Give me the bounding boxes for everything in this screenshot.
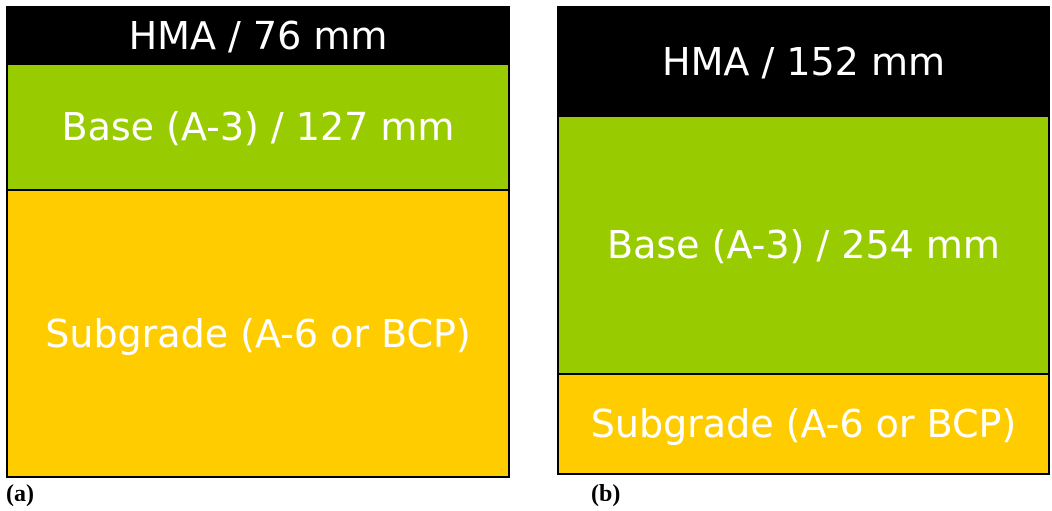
caption-b: (b) [591, 481, 621, 507]
base-layer: Base (A-3) / 254 mm [559, 115, 1048, 373]
base-layer-label: Base (A-3) / 254 mm [607, 223, 1000, 267]
caption-a: (a) [6, 481, 34, 507]
hma-layer-label: HMA / 76 mm [128, 13, 388, 58]
subgrade-layer-label: Subgrade (A-6 or BCP) [45, 311, 471, 356]
base-layer-label: Base (A-3) / 127 mm [61, 105, 455, 149]
pavement-section-a: HMA / 76 mm Base (A-3) / 127 mm Subgrade… [6, 6, 510, 478]
base-layer: Base (A-3) / 127 mm [8, 63, 508, 189]
hma-layer: HMA / 76 mm [8, 8, 508, 63]
subgrade-layer: Subgrade (A-6 or BCP) [8, 189, 508, 476]
hma-layer: HMA / 152 mm [559, 8, 1048, 115]
subgrade-layer-label: Subgrade (A-6 or BCP) [590, 402, 1017, 446]
hma-layer-label: HMA / 152 mm [662, 39, 945, 84]
subgrade-layer: Subgrade (A-6 or BCP) [559, 373, 1048, 473]
pavement-section-b: HMA / 152 mm Base (A-3) / 254 mm Subgrad… [557, 6, 1050, 475]
